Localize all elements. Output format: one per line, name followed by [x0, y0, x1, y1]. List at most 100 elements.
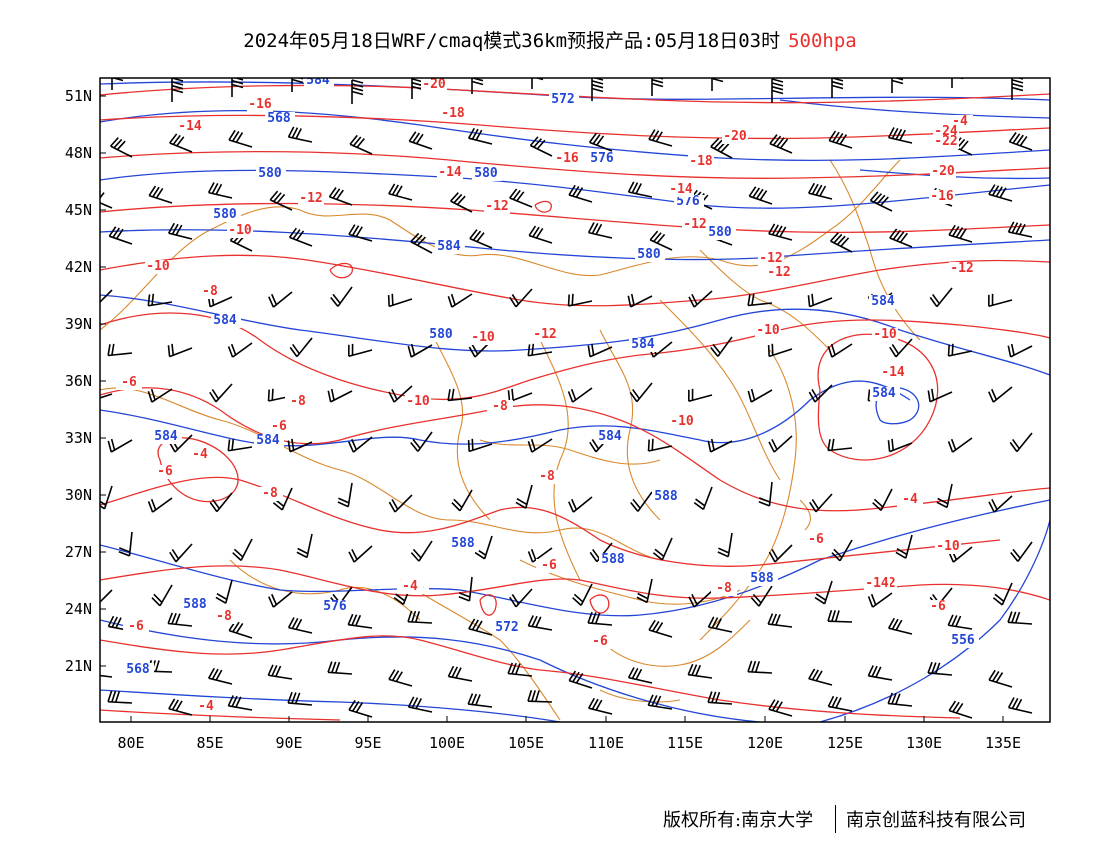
wind-barb-feather [509, 296, 517, 308]
wind-barb [459, 489, 473, 512]
wind-barb-feather [415, 133, 424, 145]
wind-barb-feather [651, 130, 660, 141]
wind-barb [407, 620, 433, 624]
wind-barb-feather [232, 552, 242, 561]
wind-barb [408, 706, 433, 713]
wind-barb-feather [747, 294, 751, 306]
company-text: 南京创蓝科技有限公司 [846, 810, 1026, 831]
wind-barb-feather [811, 183, 819, 195]
wind-barb-feather [652, 72, 663, 75]
wind-barb-feather [411, 610, 417, 623]
wind-barb-feather [771, 613, 778, 625]
wind-barb-feather [455, 667, 462, 679]
wind-barb-feather [999, 187, 1007, 198]
wind-barb [349, 143, 373, 155]
wind-barb-feather [573, 593, 584, 603]
wind-barb-feather [515, 663, 521, 675]
wind-barb-feather [627, 181, 635, 193]
wind-barb-feather [627, 667, 635, 678]
wind-barb-feather [453, 193, 463, 204]
geopotential-height-contours [100, 81, 1050, 722]
wind-barb-feather [1014, 611, 1021, 624]
wind-barb-feather [771, 89, 784, 95]
wind-barb-feather [410, 442, 419, 452]
wind-barb-feather [230, 343, 237, 356]
wind-barb-feather [228, 129, 236, 141]
wind-barb-feather [827, 695, 835, 707]
wind-barb [1008, 706, 1033, 714]
wind-barb-feather [509, 188, 518, 199]
temperature-contour-label: -6 [592, 634, 608, 649]
wind-barb-feather [467, 439, 470, 452]
wind-barb-feather [891, 692, 897, 705]
wind-barb-feather [176, 136, 185, 147]
wind-barb-feather [892, 69, 903, 72]
wind-barb-feather [712, 67, 723, 70]
wind-barb-feather [171, 343, 174, 356]
wind-barb-feather [271, 388, 274, 401]
wind-barb-feather [759, 190, 768, 201]
wind-barb-feather [840, 237, 850, 247]
wind-barb-feather [655, 131, 663, 142]
wind-barb-feather [567, 391, 574, 403]
wind-barb-feather [89, 390, 90, 401]
wind-barb-feather [950, 438, 957, 451]
wind-barb-feather [472, 74, 483, 77]
wind-barb-feather [591, 698, 599, 710]
wind-barb-feather [947, 441, 954, 453]
wind-barb-feather [351, 614, 358, 626]
wind-barb-feather [888, 617, 895, 629]
wind-barb-feather [937, 497, 949, 505]
wind-barb [159, 584, 173, 607]
wind-barb [296, 337, 313, 358]
lon-label: 130E [906, 734, 942, 752]
wind-barb-feather [328, 187, 337, 198]
wind-barb-feather [995, 186, 1003, 197]
wind-barb-feather [647, 694, 654, 706]
wind-barb [872, 592, 893, 608]
wind-barb-feather [411, 697, 419, 709]
height-contour-label: 588 [601, 552, 625, 567]
wind-barb-feather [458, 595, 470, 602]
wind-barb-feather [771, 85, 784, 91]
wind-barb-feather [572, 671, 580, 683]
wind-barb-feather [831, 84, 844, 90]
wind-barb-feather [111, 690, 117, 703]
height-contour-label: 588 [183, 597, 207, 612]
wind-barb-feather [291, 438, 295, 451]
wind-barb-feather [1011, 86, 1024, 92]
wind-barb-feather [412, 132, 421, 143]
wind-barb-feather [391, 184, 399, 196]
wind-barb-feather [775, 614, 781, 626]
wind-barb-feather [349, 134, 358, 145]
wind-barb-feather [1007, 345, 1012, 358]
wind-barb [515, 288, 533, 308]
wind-barb [525, 484, 533, 509]
wind-barb-feather [591, 83, 604, 89]
wind-barb-feather [291, 127, 299, 139]
wind-barb-feather [116, 140, 126, 151]
wind-barb-feather [268, 596, 275, 608]
wind-barb-feather [355, 614, 362, 627]
wind-barb-feather [575, 672, 584, 684]
temperature-contour-label: -12 [533, 327, 556, 342]
wind-barb [269, 199, 293, 211]
wind-barb-feather [292, 343, 300, 355]
wind-barb-feather [227, 695, 234, 707]
wind-barb [646, 578, 653, 603]
wind-barb-feather [591, 343, 595, 356]
wind-barb-feather [632, 498, 641, 509]
wind-barb-feather [175, 613, 181, 625]
wind-barb-feather [872, 502, 882, 511]
wind-barb-feather [707, 440, 712, 453]
wind-barb-feather [814, 596, 826, 605]
wind-barb [448, 675, 473, 682]
footer-divider [835, 805, 836, 833]
wind-barb-feather [835, 132, 844, 144]
wind-barb-feather [415, 698, 422, 709]
wind-barb-feather [589, 441, 597, 453]
wind-barb-feather [572, 186, 580, 197]
wind-barb [215, 383, 233, 403]
wind-barb-feather [169, 133, 178, 144]
wind-barb-feather [348, 551, 355, 563]
